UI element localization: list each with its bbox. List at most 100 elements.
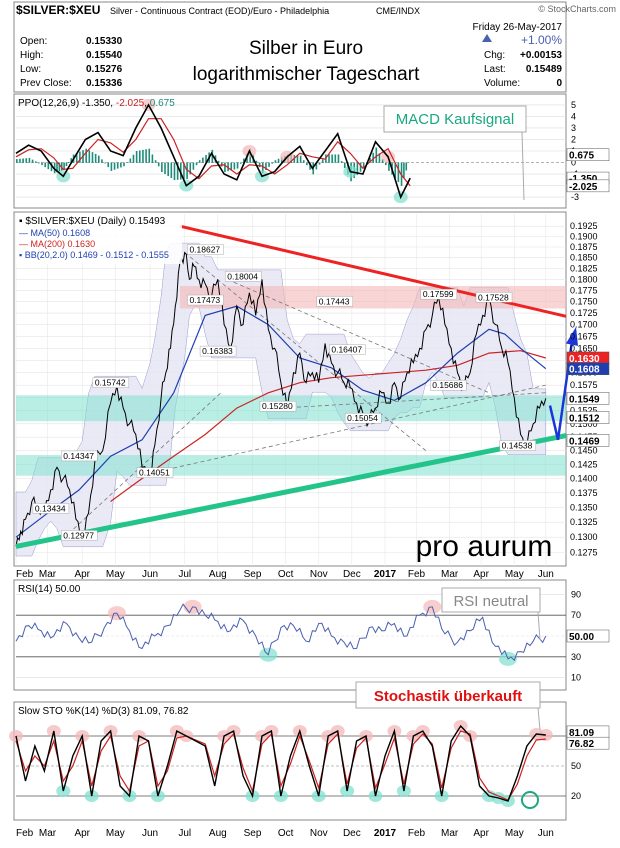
ppo-histogram-bar xyxy=(278,159,280,163)
ppo-histogram-bar xyxy=(328,154,330,162)
ppo-histogram-bar xyxy=(259,163,261,168)
support-zone-lower xyxy=(16,455,566,476)
ppo-histogram-bar xyxy=(218,161,220,163)
price-annotation-label: 0.18004 xyxy=(227,271,258,281)
rsi-panel: 9070503010 RSI(14) 50.00 RSI neutral 50.… xyxy=(14,580,609,690)
price-annotation-label: 0.16383 xyxy=(202,346,233,356)
ppo-histogram-bar xyxy=(161,163,163,173)
legend-price: ▪ $SILVER:$XEU (Daily) 0.15493 xyxy=(19,216,166,227)
stochastic-x-label: Aug xyxy=(209,828,227,839)
ppo-histogram-bar xyxy=(32,160,34,163)
price-tick-label: 0.1400 xyxy=(570,474,598,484)
macd-annotation: MACD Kaufsignal xyxy=(396,111,514,128)
rsi-annotation: RSI neutral xyxy=(453,593,528,610)
price-annotation-label: 0.14051 xyxy=(139,468,170,478)
price-annotation-label: 0.14538 xyxy=(502,441,533,451)
ppo-histogram-bar xyxy=(202,158,204,163)
brand-logo: pro aurum xyxy=(416,530,553,563)
stochastic-x-label: 2017 xyxy=(374,828,397,839)
ppo-histogram-bar xyxy=(19,159,21,163)
ppo-histogram-bar xyxy=(104,163,106,164)
ppo-legend: PPO(12,26,9) -1.350, -2.025, 0.675 xyxy=(18,98,175,109)
price-tick-label: 0.1825 xyxy=(570,263,598,273)
ppo-histogram-bar xyxy=(111,163,113,171)
ppo-histogram-bar xyxy=(120,163,122,168)
ppo-tick-label: 2 xyxy=(571,134,576,144)
ppo-last-signal: -2.025 xyxy=(569,182,598,193)
stochastic-x-label: May xyxy=(106,828,125,839)
stochastic-panel: 805020 Slow STO %K(14) %D(3) 81.09, 76.8… xyxy=(9,682,609,839)
price-annotation-label: 0.17443 xyxy=(319,296,350,306)
stat-last-label: Last: xyxy=(484,64,506,75)
ppo-histogram-bar xyxy=(303,160,305,163)
ppo-histogram-bar xyxy=(152,154,154,162)
ppo-histogram-bar xyxy=(234,163,236,170)
ppo-histogram-bar xyxy=(68,162,70,163)
ppo-histogram-bar xyxy=(29,158,31,163)
ppo-histogram-bar xyxy=(199,160,201,163)
price-tick-label: 0.1925 xyxy=(570,221,598,231)
price-annotation-label: 0.15742 xyxy=(95,378,126,388)
price-tick-label: 0.1700 xyxy=(570,320,598,330)
price-annotation-label: 0.18627 xyxy=(189,245,220,255)
header-description: Silver - Continuous Contract (EOD)/Euro … xyxy=(110,6,329,16)
stat-last-value: 0.15489 xyxy=(526,64,563,75)
price-annotation-label: 0.15280 xyxy=(262,401,293,411)
ppo-histogram-bar xyxy=(136,151,138,163)
stochastic-x-label: Mar xyxy=(39,828,57,839)
ppo-histogram-bar xyxy=(224,163,226,173)
header: $SILVER:$XEU Silver - Continuous Contrac… xyxy=(14,2,616,92)
ppo-histogram-bar xyxy=(335,154,337,162)
ppo-histogram-bar xyxy=(148,149,150,163)
ppo-histogram-bar xyxy=(38,163,40,164)
ppo-histogram-bar xyxy=(171,163,173,179)
ppo-histogram-bar xyxy=(158,163,160,167)
ppo-tick-label: 3 xyxy=(571,123,576,133)
price-last-bb-mid: 0.1512 xyxy=(569,414,600,425)
price-x-label: Feb xyxy=(408,569,426,580)
stochastic-x-label: Apr xyxy=(74,828,90,839)
price-tick-label: 0.1325 xyxy=(570,517,598,527)
ppo-histogram-bar xyxy=(114,163,116,170)
price-legend: ▪ $SILVER:$XEU (Daily) 0.15493 — MA(50) … xyxy=(16,214,182,264)
ppo-histogram-bar xyxy=(398,163,400,183)
stochastic-x-label: Oct xyxy=(278,828,294,839)
rsi-tick-label: 70 xyxy=(571,610,581,620)
stochastic-legend: Slow STO %K(14) %D(3) 81.09, 76.82 xyxy=(18,706,189,717)
rsi-tick-label: 10 xyxy=(571,673,581,683)
price-tick-label: 0.1875 xyxy=(570,242,598,252)
stochastic-x-label: Feb xyxy=(16,828,34,839)
ppo-histogram-bar xyxy=(117,163,119,169)
ppo-histogram-bar xyxy=(167,163,169,177)
stat-volume-value: 0 xyxy=(556,78,562,89)
stochastic-x-label: Sep xyxy=(244,828,262,839)
ppo-histogram-bar xyxy=(240,163,242,164)
rsi-last-value: 50.00 xyxy=(569,632,594,643)
legend-ma50: — MA(50) 0.1608 xyxy=(19,228,90,238)
price-annotation-label: 0.17528 xyxy=(478,292,509,302)
stat-open-label: Open: xyxy=(20,36,47,47)
price-x-label: Apr xyxy=(473,569,489,580)
ppo-histogram-bar xyxy=(48,163,50,170)
price-annotation-label: 0.17599 xyxy=(423,289,454,299)
watermark: © StockCharts.com xyxy=(538,4,616,14)
stochastic-x-label: Nov xyxy=(310,828,328,839)
stochastic-x-label: Dec xyxy=(343,828,361,839)
ppo-histogram-bar xyxy=(193,163,195,170)
ppo-histogram-bar xyxy=(98,156,100,163)
stat-prevclose-value: 0.15336 xyxy=(86,78,123,89)
price-x-label: Mar xyxy=(441,569,459,580)
price-x-label: 2017 xyxy=(374,569,397,580)
ppo-histogram-bar xyxy=(101,159,103,162)
ppo-histogram-bar xyxy=(85,149,87,163)
rsi-last-labels: 50.00 xyxy=(567,630,609,643)
price-x-label: May xyxy=(106,569,125,580)
ppo-histogram-bar xyxy=(403,163,405,179)
price-annotation-label: 0.12977 xyxy=(63,530,94,540)
price-tick-label: 0.1725 xyxy=(570,308,598,318)
stat-low-value: 0.15276 xyxy=(86,64,123,75)
price-tick-label: 0.1675 xyxy=(570,331,598,341)
price-x-label: Mar xyxy=(39,569,57,580)
ppo-histogram-bar xyxy=(331,154,333,162)
